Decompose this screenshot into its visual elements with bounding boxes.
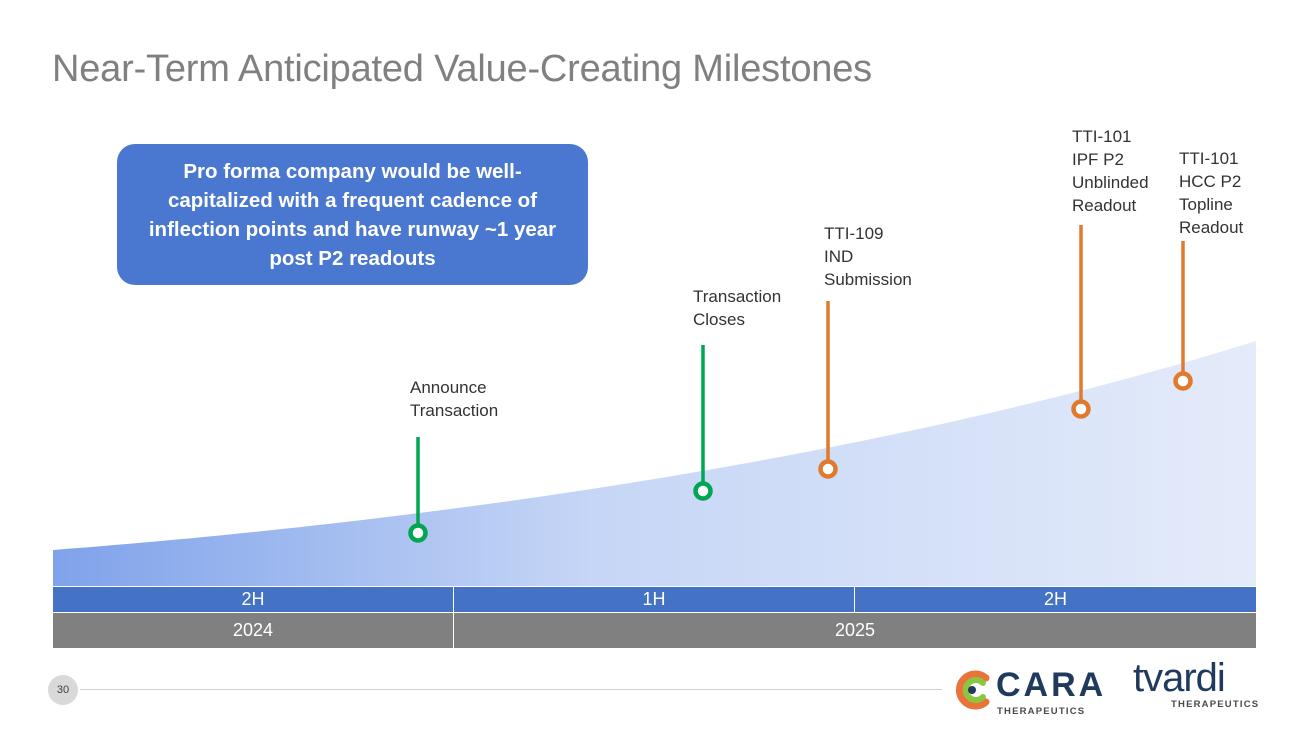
half-2025-2h: 2H [854,587,1256,612]
cara-mark-icon [955,670,990,710]
milestone-label-line: Closes [693,310,745,329]
page-number: 30 [48,675,78,705]
half-2024-2h: 2H [241,589,265,609]
callout-text: Pro forma company would be well-capitali… [148,159,557,270]
callout-box: Pro forma company would be well-capitali… [117,144,588,285]
milestone-label: TTI-101 IPF P2 Unblinded Readout [1072,125,1149,217]
milestone-label-line: IND [824,247,854,266]
milestone-label-line: IPF P2 [1072,150,1124,169]
half-2025-1h: 1H [453,587,854,612]
half-year-bar: 2H 1H 2H [53,587,1256,612]
year-2024: 2024 [232,620,274,640]
year-2025: 2025 [453,613,1256,648]
footer-divider [80,689,942,690]
milestone-marker [693,481,713,501]
milestone-label-line: TTI-109 [824,224,884,243]
milestone-marker [1173,371,1193,391]
milestone-label: TTI-109 IND Submission [824,222,912,291]
milestone-label-line: Topline [1179,195,1233,214]
milestone-label-line: Readout [1072,196,1137,215]
milestone-label: TTI-101 HCC P2 Topline Readout [1179,147,1243,239]
tvardi-logo: tvardi THERAPEUTICS [1133,656,1263,712]
milestone-label-line: HCC P2 [1179,172,1242,191]
cara-wordmark: CARA [996,666,1107,704]
cara-tagline: THERAPEUTICS [997,706,1086,717]
year-bar: 2024 2025 [53,613,1256,648]
page-title: Near-Term Anticipated Value-Creating Mil… [52,48,872,90]
milestone-label-line: TTI-101 [1072,127,1132,146]
milestone-label-line: Submission [824,270,912,289]
milestone-label-line: Transaction [410,401,499,420]
milestone-marker [818,459,838,479]
milestone-label-line: Announce [410,378,487,397]
milestone-markers [408,225,1193,543]
tvardi-tagline: THERAPEUTICS [1171,699,1260,710]
milestone-marker [1071,399,1091,419]
milestone-label-line: Unblinded [1072,173,1149,192]
milestone-marker [408,523,428,543]
milestone-label: Transaction Closes [693,285,781,331]
milestone-label-line: Transaction [693,287,782,306]
milestone-label-line: TTI-101 [1179,149,1239,168]
cara-logo: CARA THERAPEUTICS [950,664,1103,720]
milestone-label-line: Readout [1179,218,1244,237]
milestone-label: Announce Transaction [410,376,498,422]
growth-area [53,341,1256,586]
tvardi-wordmark: tvardi [1133,656,1226,700]
